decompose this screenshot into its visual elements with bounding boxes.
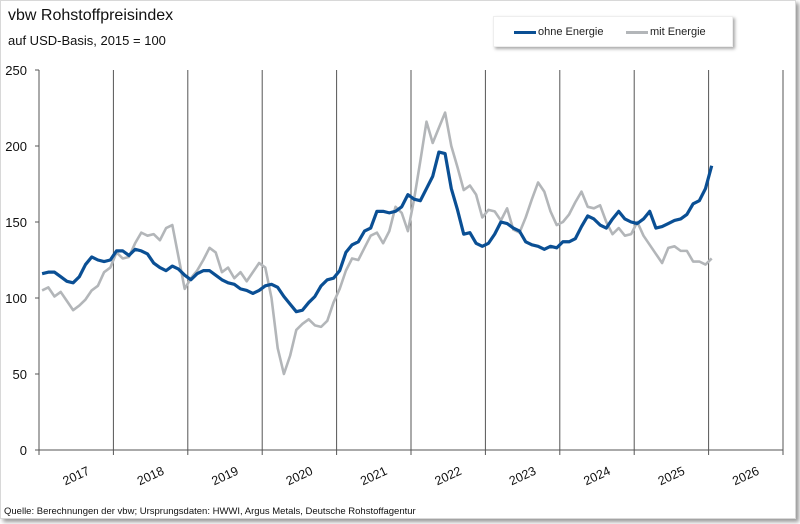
series-line-mit-energie [41, 111, 713, 376]
x-tick-label: 2021 [358, 464, 389, 488]
legend-swatch-mit-energie [626, 30, 648, 34]
x-tick-label: 2020 [284, 464, 315, 488]
y-tick-label: 200 [5, 139, 27, 154]
y-tick-label: 150 [5, 215, 27, 230]
legend-swatch-ohne-energie [514, 30, 536, 34]
y-tick-label: 0 [20, 443, 27, 458]
x-tick-label: 2023 [507, 464, 538, 488]
legend-label: mit Energie [650, 26, 706, 38]
x-tick-label: 2019 [209, 464, 240, 488]
y-tick-label: 250 [5, 63, 27, 78]
series-line-ohne-energie [41, 150, 714, 314]
y-tick-label: 50 [13, 367, 27, 382]
x-tick-label: 2018 [135, 464, 166, 488]
x-tick-label: 2025 [656, 464, 687, 488]
legend: ohne Energie mit Energie [493, 16, 733, 47]
x-tick-label: 2026 [730, 464, 761, 488]
chart-subtitle: auf USD-Basis, 2015 = 100 [8, 33, 166, 48]
legend-item-ohne-energie: ohne Energie [514, 26, 603, 38]
x-tick-label: 2017 [61, 464, 92, 488]
legend-label: ohne Energie [538, 26, 604, 38]
y-tick-label: 100 [5, 291, 27, 306]
x-tick-label: 2022 [433, 464, 464, 488]
source-note: Quelle: Berechnungen der vbw; Ursprungsd… [4, 506, 416, 517]
x-tick-label: 2024 [581, 464, 612, 488]
chart-title: vbw Rohstoffpreisindex [8, 7, 174, 24]
legend-item-mit-energie: mit Energie [626, 26, 706, 38]
